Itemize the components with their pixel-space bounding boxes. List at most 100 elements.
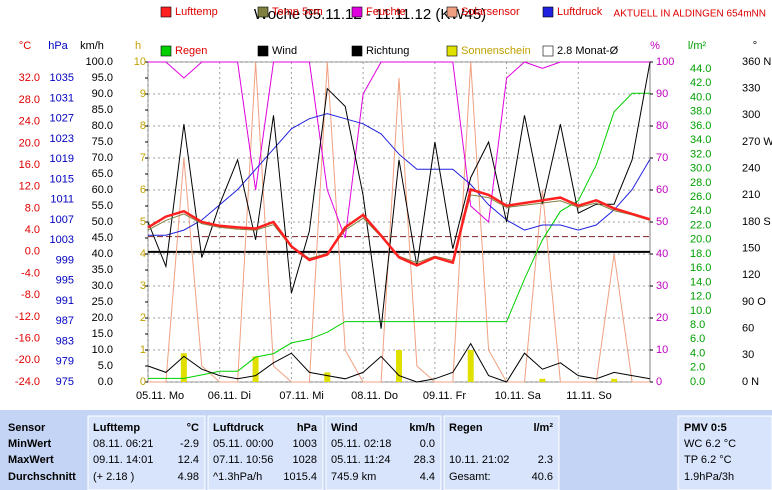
y-tick-label: 70: [656, 152, 668, 164]
y-tick-label: 270 W: [742, 136, 772, 148]
y-tick-label: 10: [656, 344, 668, 356]
table-column: [443, 415, 560, 490]
sunshine-bar: [252, 356, 259, 382]
axis-unit-label: %: [650, 40, 660, 52]
y-tick-label: 24.0: [690, 205, 711, 217]
y-tick-label: 85.0: [92, 104, 113, 116]
y-tick-label: 0 N: [742, 376, 759, 388]
y-tick-label: -16.0: [15, 333, 40, 345]
y-tick-label: 26.0: [690, 191, 711, 203]
y-tick-label: 60: [656, 184, 668, 196]
y-tick-label: 6: [140, 184, 146, 196]
y-tick-label: 1: [140, 344, 146, 356]
cell-value: 40.6: [532, 471, 553, 483]
y-tick-label: 995: [56, 275, 74, 287]
column-unit: km/h: [409, 422, 435, 434]
cell-value: 1028: [293, 454, 317, 466]
y-tick-label: 1027: [50, 113, 74, 125]
table-column: [207, 415, 324, 490]
x-tick-label: 05.11. Mo: [136, 390, 184, 402]
sunshine-bar: [611, 378, 618, 382]
sunshine-bar: [539, 378, 546, 382]
y-tick-label: 120: [742, 269, 760, 281]
y-tick-label: 12.0: [690, 291, 711, 303]
cell-label: ^1.3hPa/h: [213, 471, 262, 483]
y-tick-label: 1035: [50, 72, 74, 84]
y-tick-label: 10: [134, 56, 146, 68]
legend-label: 2.8 Monat-Ø: [557, 45, 619, 57]
legend-label: Richtung: [366, 45, 409, 57]
y-tick-label: 30: [656, 280, 668, 292]
y-tick-label: 20: [656, 312, 668, 324]
y-tick-label: 24.0: [19, 116, 40, 128]
y-tick-label: 35.0: [92, 264, 113, 276]
y-tick-label: -4.0: [21, 267, 40, 279]
sunshine-bar: [324, 372, 331, 382]
row-label: Durchschnitt: [8, 471, 76, 483]
legend-swatch: [257, 6, 269, 18]
legend-label: Luftdruck: [557, 6, 603, 18]
column-title: Wind: [331, 422, 358, 434]
x-tick-label: 06.11. Di: [208, 390, 251, 402]
y-tick-label: 5: [140, 216, 146, 228]
y-tick-label: 80.0: [92, 120, 113, 132]
y-tick-label: -24.0: [15, 376, 40, 388]
series-line: [148, 61, 650, 383]
y-tick-label: 22.0: [690, 219, 711, 231]
legend-swatch: [446, 45, 458, 57]
series-line: [147, 187, 651, 267]
y-tick-label: 360 N: [742, 56, 771, 68]
chart-title: Woche 05.11.12 - 11.11.12 (KW45): [254, 6, 486, 23]
cell-value: 0.0: [420, 438, 435, 450]
legend-swatch: [160, 6, 172, 18]
y-tick-label: 1031: [50, 92, 74, 104]
row-label: MinWert: [8, 438, 52, 450]
column-unit: °C: [187, 422, 199, 434]
cell-label: 10.11. 21:02: [449, 454, 509, 466]
cell-value: -2.9: [180, 438, 199, 450]
legend-label: Sonnenschein: [461, 45, 531, 57]
y-tick-label: 2: [140, 312, 146, 324]
y-tick-label: -20.0: [15, 354, 40, 366]
cell-value: 2.3: [538, 454, 553, 466]
y-tick-label: 0.0: [98, 376, 113, 388]
y-tick-label: 9: [140, 88, 146, 100]
legend-swatch: [446, 6, 458, 18]
y-tick-label: 1007: [50, 214, 74, 226]
y-tick-label: 330: [742, 83, 760, 95]
legend-swatch: [257, 45, 269, 57]
y-tick-label: 90: [656, 88, 668, 100]
y-tick-label: 987: [56, 315, 74, 327]
y-tick-label: 2.0: [690, 362, 705, 374]
cell-label: 05.11. 02:18: [331, 438, 391, 450]
y-tick-label: 1019: [50, 153, 74, 165]
pmv-box: [677, 415, 772, 490]
y-tick-label: 8.0: [690, 319, 705, 331]
y-tick-label: 3: [140, 280, 146, 292]
y-tick-label: 0.0: [25, 246, 40, 258]
y-tick-label: 100: [656, 56, 674, 68]
cell-label: 05.11. 11:24: [331, 454, 391, 466]
y-tick-label: 90.0: [92, 88, 113, 100]
y-tick-label: 210: [742, 189, 760, 201]
legend-label: Temp 5cm: [272, 6, 323, 18]
cell-label: 08.11. 06:21: [93, 438, 153, 450]
y-tick-label: 14.0: [690, 276, 711, 288]
y-tick-label: 5.0: [98, 360, 113, 372]
y-tick-label: 18.0: [690, 248, 711, 260]
legend-swatch: [542, 6, 554, 18]
x-tick-label: 09.11. Fr: [423, 390, 467, 402]
pmv-line: WC 6.2 °C: [684, 438, 736, 450]
y-tick-label: 10.0: [92, 344, 113, 356]
y-tick-label: 80: [656, 120, 668, 132]
y-tick-label: 10.0: [690, 305, 711, 317]
cell-label: 07.11. 10:56: [213, 454, 273, 466]
y-tick-label: 1015: [50, 173, 74, 185]
axis-unit-label: °C: [19, 40, 31, 52]
y-tick-label: 240: [742, 163, 760, 175]
sunshine-bar: [180, 353, 187, 382]
series-line: [147, 342, 651, 383]
x-tick-label: 10.11. Sa: [495, 390, 542, 402]
y-tick-label: 38.0: [690, 106, 711, 118]
series-line: [147, 61, 651, 329]
